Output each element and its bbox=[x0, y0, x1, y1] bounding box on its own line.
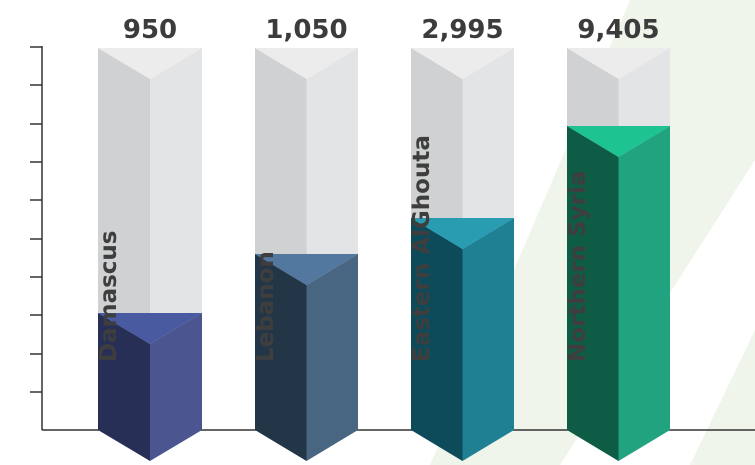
bar-fill-front bbox=[98, 313, 150, 461]
bar-value-label: 9,405 bbox=[577, 15, 659, 45]
bar-fill-top bbox=[98, 313, 202, 344]
bar-fill-side bbox=[462, 218, 514, 461]
bar-fill-front bbox=[255, 254, 307, 461]
bar-category-label: Northern Syria bbox=[565, 171, 591, 362]
labels: 950 Damascus 1,050 Lebanon 2,995 Eastern AlGh… bbox=[96, 15, 660, 362]
bar-fill-side bbox=[618, 126, 670, 461]
bar-fill-top bbox=[567, 126, 670, 157]
bar-fill-side bbox=[150, 313, 202, 461]
bar-fill-top bbox=[255, 254, 358, 285]
bar bbox=[411, 48, 514, 461]
bar bbox=[255, 48, 358, 461]
bar-track-top bbox=[567, 48, 670, 79]
bar-fill-front bbox=[567, 126, 619, 461]
bar-value-label: 1,050 bbox=[265, 15, 347, 45]
bar-value-label: 950 bbox=[123, 15, 177, 45]
bar bbox=[567, 48, 670, 461]
bars bbox=[98, 48, 670, 461]
bar-track-top bbox=[411, 48, 514, 79]
bar-category-label: Lebanon bbox=[253, 251, 279, 362]
bar-track-top bbox=[98, 48, 202, 79]
bar-value-label: 2,995 bbox=[421, 15, 503, 45]
bar-fill-front bbox=[411, 218, 463, 461]
background-stripe bbox=[690, 330, 755, 465]
bar-category-label: Eastern AlGhouta bbox=[409, 135, 435, 362]
bar bbox=[98, 48, 202, 461]
bar-fill-side bbox=[306, 254, 358, 461]
bar-fill-top bbox=[411, 218, 514, 249]
bar-category-label: Damascus bbox=[96, 231, 122, 363]
bar-track-top bbox=[255, 48, 358, 79]
